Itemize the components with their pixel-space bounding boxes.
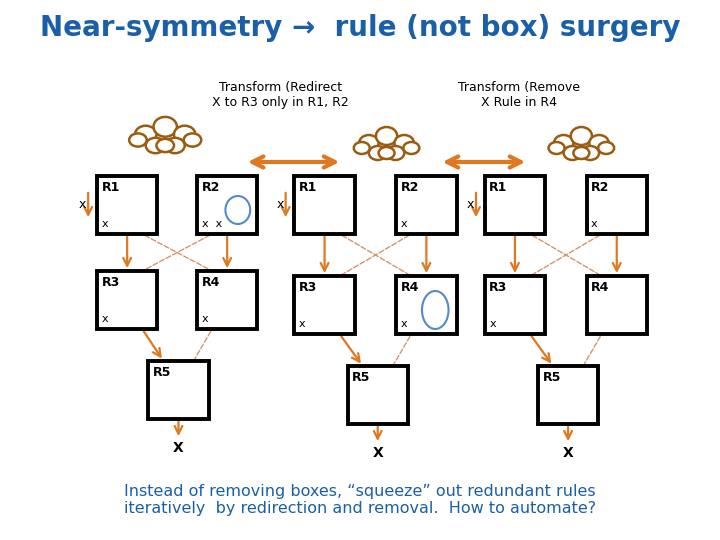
- Ellipse shape: [379, 147, 395, 159]
- Ellipse shape: [598, 142, 614, 154]
- Text: x: x: [490, 319, 496, 329]
- Text: R3: R3: [299, 281, 317, 294]
- FancyBboxPatch shape: [294, 276, 355, 334]
- Ellipse shape: [549, 142, 564, 154]
- FancyBboxPatch shape: [538, 366, 598, 424]
- Text: x: x: [591, 219, 598, 229]
- FancyBboxPatch shape: [197, 271, 257, 329]
- Text: R1: R1: [102, 181, 120, 194]
- FancyBboxPatch shape: [485, 276, 545, 334]
- Ellipse shape: [156, 139, 174, 152]
- Text: R2: R2: [591, 181, 609, 194]
- Text: x: x: [276, 199, 284, 212]
- Ellipse shape: [581, 146, 599, 160]
- Ellipse shape: [590, 135, 609, 151]
- Ellipse shape: [165, 138, 185, 153]
- Text: R1: R1: [299, 181, 318, 194]
- Text: x: x: [467, 199, 474, 212]
- Ellipse shape: [145, 138, 165, 153]
- FancyBboxPatch shape: [348, 366, 408, 424]
- Text: x: x: [79, 199, 86, 212]
- Text: R5: R5: [352, 371, 370, 384]
- Ellipse shape: [354, 142, 370, 154]
- Text: Instead of removing boxes, “squeeze” out redundant rules
iteratively  by redirec: Instead of removing boxes, “squeeze” out…: [124, 484, 596, 516]
- Ellipse shape: [129, 133, 147, 146]
- FancyBboxPatch shape: [197, 176, 257, 234]
- FancyBboxPatch shape: [396, 276, 456, 334]
- Text: x: x: [401, 319, 408, 329]
- FancyBboxPatch shape: [587, 276, 647, 334]
- Ellipse shape: [387, 146, 404, 160]
- Text: R4: R4: [202, 276, 220, 289]
- Text: R3: R3: [490, 281, 508, 294]
- Text: X: X: [173, 441, 184, 455]
- Ellipse shape: [369, 146, 387, 160]
- FancyBboxPatch shape: [97, 176, 157, 234]
- FancyBboxPatch shape: [396, 176, 456, 234]
- Text: Transform (Remove
X Rule in R4: Transform (Remove X Rule in R4: [459, 81, 580, 109]
- FancyBboxPatch shape: [587, 176, 647, 234]
- Text: R3: R3: [102, 276, 120, 289]
- Text: R5: R5: [153, 366, 171, 379]
- Text: R2: R2: [401, 181, 419, 194]
- Text: R1: R1: [490, 181, 508, 194]
- FancyBboxPatch shape: [485, 176, 545, 234]
- Text: Near-symmetry →  rule (not box) surgery: Near-symmetry → rule (not box) surgery: [40, 14, 680, 42]
- Ellipse shape: [554, 135, 573, 151]
- Ellipse shape: [403, 142, 419, 154]
- Text: R4: R4: [591, 281, 609, 294]
- Ellipse shape: [573, 147, 590, 159]
- Ellipse shape: [571, 127, 592, 145]
- Text: X: X: [563, 446, 573, 460]
- Text: Transform (Redirect
X to R3 only in R1, R2: Transform (Redirect X to R3 only in R1, …: [212, 81, 348, 109]
- FancyBboxPatch shape: [294, 176, 355, 234]
- Text: R5: R5: [542, 371, 561, 384]
- Ellipse shape: [376, 127, 397, 145]
- Ellipse shape: [135, 126, 156, 143]
- Ellipse shape: [359, 135, 379, 151]
- Text: x: x: [299, 319, 305, 329]
- Ellipse shape: [184, 133, 202, 146]
- Text: x: x: [102, 219, 108, 229]
- Text: x: x: [401, 219, 408, 229]
- Text: x: x: [202, 314, 208, 324]
- Ellipse shape: [564, 146, 581, 160]
- Text: R2: R2: [202, 181, 220, 194]
- Text: X: X: [372, 446, 383, 460]
- Text: R4: R4: [401, 281, 419, 294]
- Ellipse shape: [153, 117, 177, 137]
- Ellipse shape: [395, 135, 414, 151]
- Text: x: x: [102, 314, 108, 324]
- FancyBboxPatch shape: [97, 271, 157, 329]
- Ellipse shape: [174, 126, 195, 143]
- Text: x  x: x x: [202, 219, 222, 229]
- FancyBboxPatch shape: [148, 361, 209, 419]
